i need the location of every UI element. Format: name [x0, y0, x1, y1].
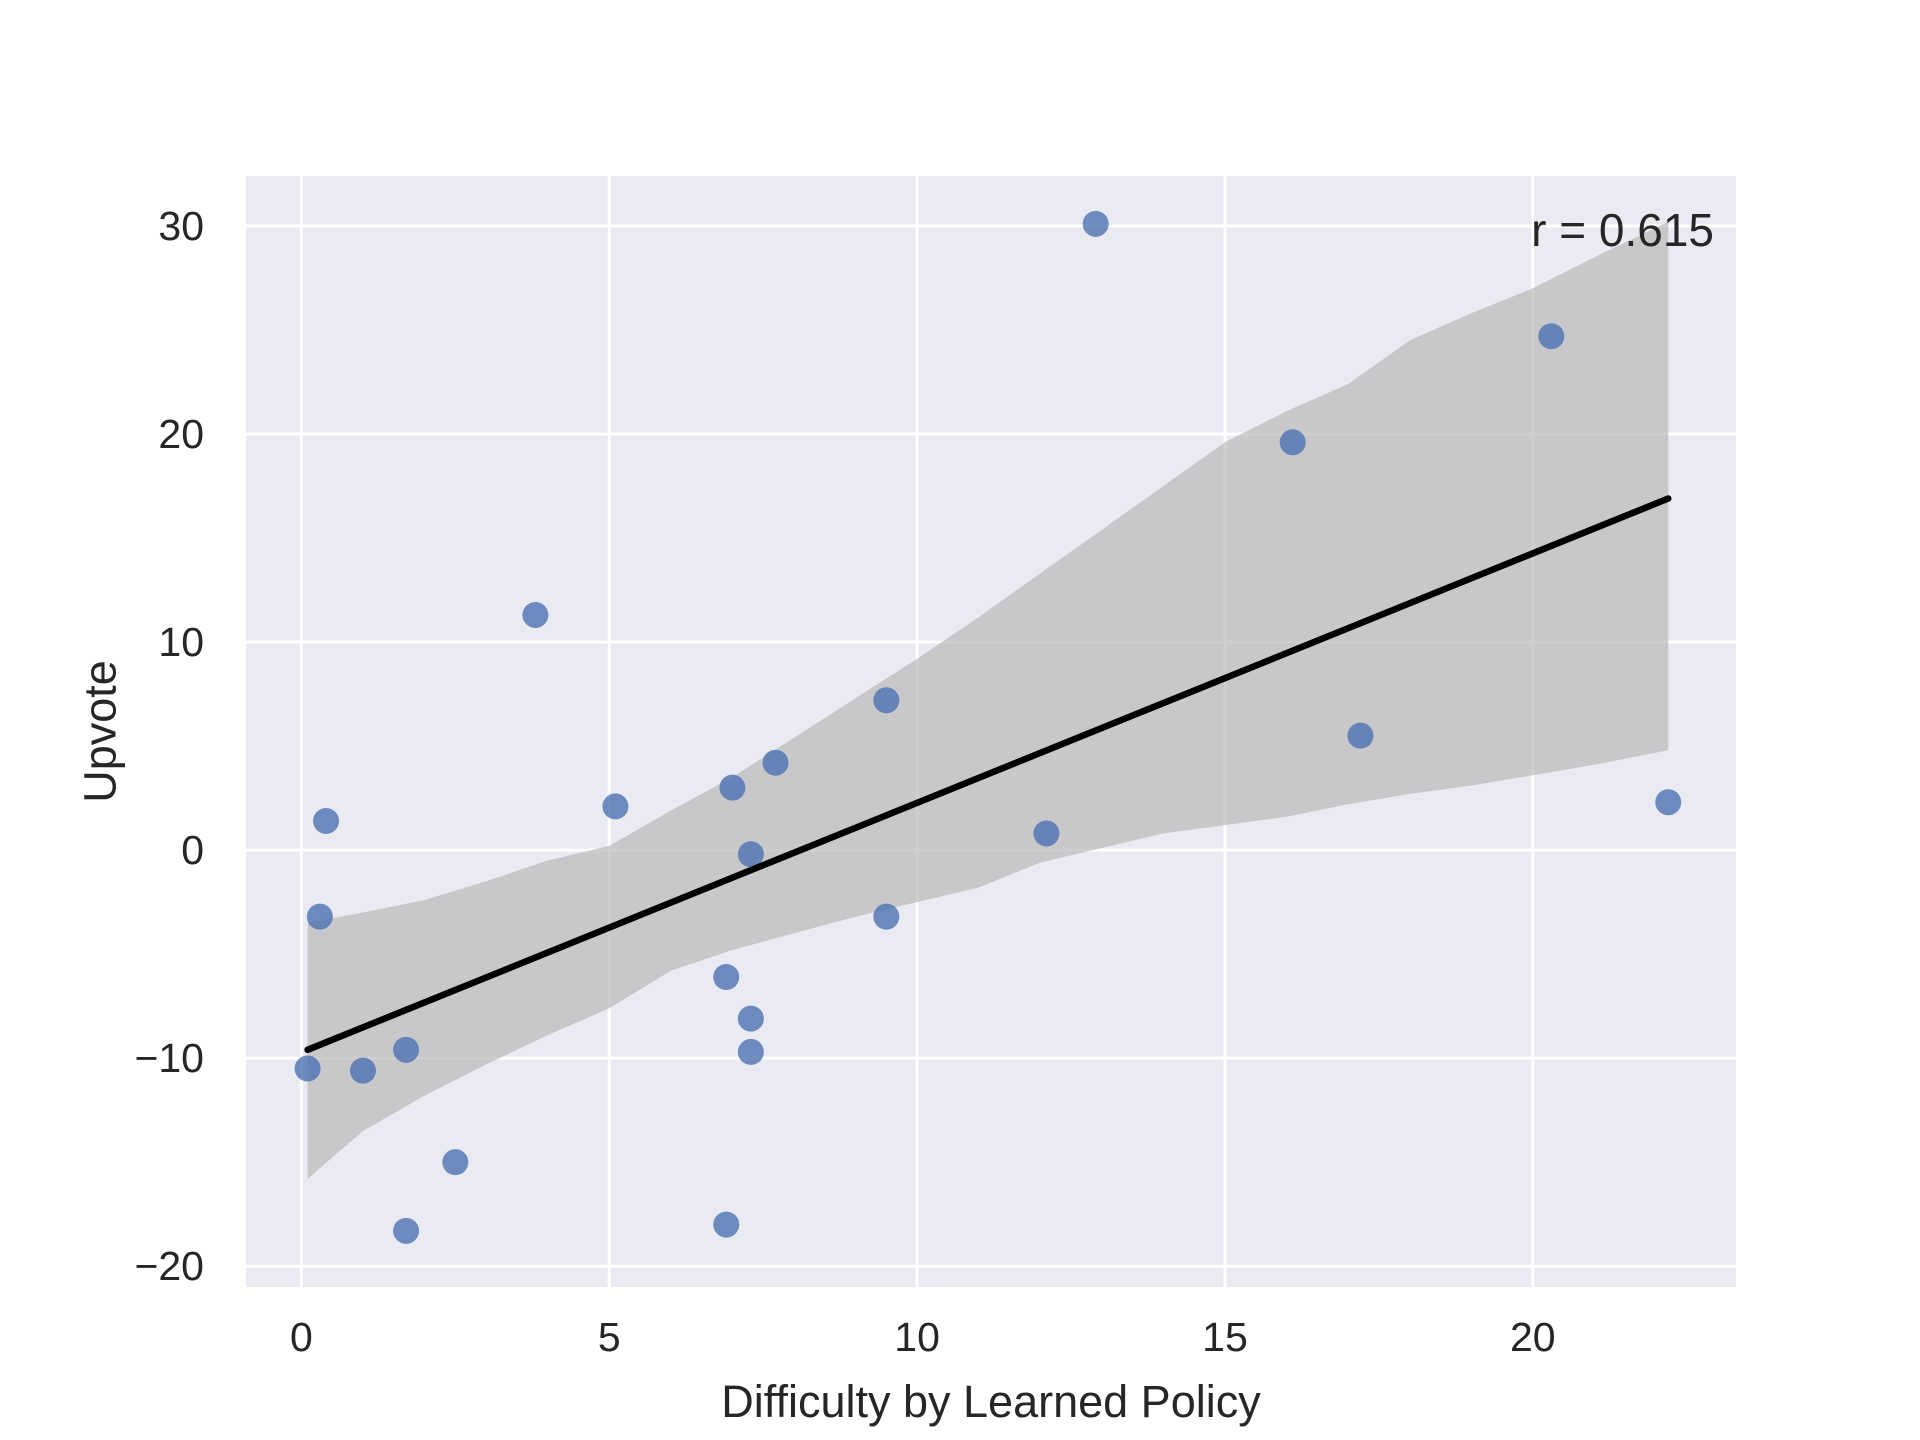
data-point [873, 903, 900, 930]
data-point [393, 1036, 420, 1063]
regression-line-group [304, 495, 1672, 1054]
data-point [522, 601, 549, 628]
data-point [1538, 323, 1565, 350]
data-point [442, 1149, 469, 1176]
data-point [1279, 429, 1306, 456]
data-point [713, 964, 740, 991]
data-point [602, 793, 629, 820]
y-axis-label: Upvote [75, 660, 126, 803]
data-point [1655, 789, 1682, 816]
data-point [306, 903, 333, 930]
data-point [1033, 820, 1060, 847]
y-tick-label: 0 [181, 827, 204, 873]
data-point [737, 1005, 764, 1032]
data-points [294, 210, 1682, 1244]
regression-line [304, 495, 1672, 1054]
y-tick-label: 10 [158, 619, 204, 665]
x-tick-label: 0 [290, 1314, 313, 1360]
data-point [737, 841, 764, 868]
x-axis-ticks: 0 5 10 15 20 [290, 1314, 1556, 1360]
confidence-band-group [307, 221, 1669, 1179]
data-point [737, 1038, 764, 1065]
y-tick-label: 30 [158, 203, 204, 249]
data-point [1347, 722, 1374, 749]
x-axis-label: Difficulty by Learned Policy [721, 1376, 1261, 1427]
data-point [713, 1211, 740, 1238]
data-point [349, 1057, 376, 1084]
y-tick-label: −10 [134, 1035, 204, 1081]
y-tick-label: −20 [134, 1243, 204, 1289]
data-point [294, 1055, 321, 1082]
data-point [313, 807, 340, 834]
data-point [719, 774, 746, 801]
x-tick-label: 10 [894, 1314, 940, 1360]
confidence-band [307, 221, 1669, 1179]
data-point [762, 749, 789, 776]
y-tick-label: 20 [158, 411, 204, 457]
x-tick-label: 15 [1202, 1314, 1248, 1360]
x-tick-label: 20 [1510, 1314, 1556, 1360]
data-point [873, 687, 900, 714]
x-tick-label: 5 [598, 1314, 621, 1360]
data-point [1082, 210, 1109, 237]
correlation-annotation: r = 0.615 [1531, 204, 1714, 256]
data-point [393, 1217, 420, 1244]
y-axis-ticks: −20 −10 0 10 20 30 [134, 203, 204, 1289]
